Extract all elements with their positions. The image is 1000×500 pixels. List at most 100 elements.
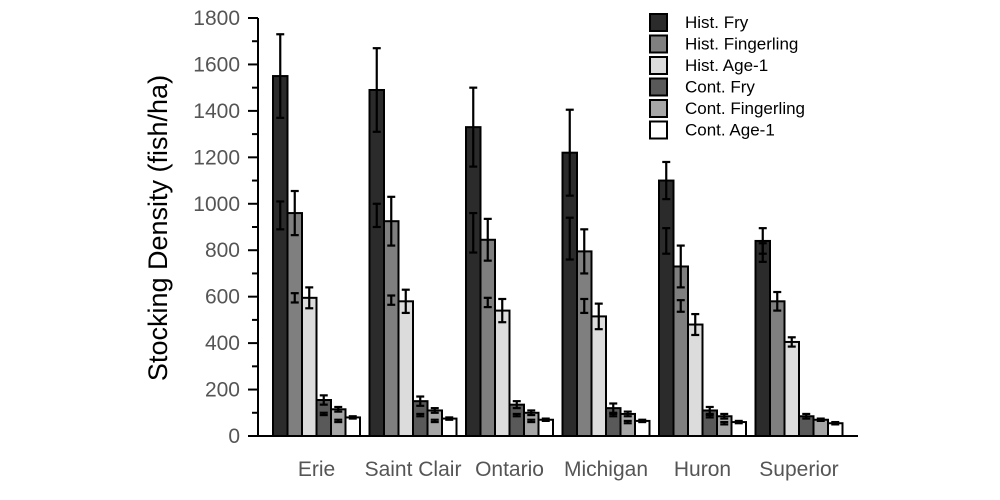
error-bar (401, 288, 410, 315)
error-bar (334, 405, 343, 413)
error-bar (580, 228, 589, 275)
error-bar (676, 244, 685, 289)
error-bar (541, 417, 550, 423)
y-tick-label: 1800 (193, 7, 240, 30)
error-bar (498, 297, 507, 324)
bar (812, 418, 829, 438)
bar (523, 411, 540, 437)
legend-item: Cont. Fingerling (649, 99, 805, 118)
bar (754, 239, 771, 437)
error-bar (527, 409, 536, 417)
x-tick-label: Saint Clair (365, 458, 462, 481)
error-bar (638, 418, 647, 424)
y-tick-label: 1400 (193, 100, 240, 123)
error-bar (290, 189, 299, 237)
y-tick-label: 1200 (193, 146, 240, 169)
y-tick-label: 800 (205, 239, 240, 262)
bar (441, 417, 458, 438)
error-bar (831, 420, 840, 426)
bar (479, 238, 496, 437)
bar-group-michigan (561, 108, 651, 438)
y-axis-title: Stocking Density (fish/ha) (143, 75, 173, 381)
marker-error-bar (662, 227, 671, 255)
marker-error-bar (416, 412, 425, 418)
x-tick-label: Superior (759, 458, 838, 481)
legend-item: Hist. Age-1 (649, 56, 768, 75)
marker-error-bar (372, 202, 381, 229)
y-tick-label: 1600 (193, 53, 240, 76)
bar (672, 265, 689, 437)
error-bar (594, 302, 603, 331)
bar (590, 315, 607, 437)
legend-item: Cont. Age-1 (649, 120, 775, 140)
bar (634, 419, 651, 437)
x-tick-label: Ontario (475, 458, 544, 481)
bar (426, 409, 443, 438)
legend-label: Cont. Fingerling (685, 99, 805, 118)
marker-error-bar (758, 242, 767, 263)
bar (537, 418, 554, 438)
legend-label: Cont. Fry (685, 78, 755, 97)
marker-error-bar (334, 418, 343, 424)
bar (368, 88, 385, 437)
error-bar (387, 195, 396, 247)
error-bar (705, 405, 714, 416)
bar (344, 416, 361, 437)
bar (769, 300, 786, 437)
marker-error-bar (276, 200, 285, 231)
marker-error-bar (290, 292, 299, 304)
y-tick-label: 1000 (193, 193, 240, 216)
error-bar (691, 312, 700, 337)
bar (383, 220, 400, 437)
bar (783, 340, 800, 438)
marker-error-bar (319, 411, 328, 417)
error-bar (662, 160, 671, 201)
bars-layer (272, 33, 844, 438)
bar (658, 179, 675, 437)
bar (465, 126, 482, 438)
bar-group-ontario (465, 86, 554, 438)
error-bar (802, 412, 811, 420)
legend-item: Hist. Fry (649, 13, 749, 32)
error-bar (276, 33, 285, 119)
x-tick-label: Michigan (564, 458, 648, 481)
marker-error-bar (720, 420, 729, 426)
error-bar (305, 286, 314, 310)
bar-group-erie (272, 33, 361, 438)
legend-label: Hist. Fry (685, 13, 749, 32)
error-bar (372, 47, 381, 133)
marker-error-bar (705, 414, 714, 419)
x-tick-label: Erie (298, 458, 335, 481)
marker-error-bar (609, 412, 618, 418)
marker-error-bar (469, 211, 478, 254)
bar (397, 300, 414, 437)
bar (576, 250, 593, 437)
marker-error-bar (527, 418, 536, 424)
marker-error-bar (676, 299, 685, 313)
y-tick-label: 0 (228, 425, 240, 448)
bar (494, 309, 511, 438)
error-bar (416, 395, 425, 407)
marker-error-bar (430, 418, 439, 424)
legend-swatch (649, 120, 668, 140)
y-tick-label: 400 (205, 332, 240, 355)
bar-group-saint-clair (368, 47, 458, 438)
bar (301, 296, 318, 438)
error-bar (512, 400, 521, 410)
error-bar (319, 394, 328, 406)
bar-group-superior (754, 227, 844, 438)
error-bar (348, 415, 357, 420)
marker-error-bar (580, 297, 589, 315)
legend-swatch (649, 34, 668, 54)
axes-layer: 0 200 400 600 800 1000 1200 1400 1600 1800 Erie Sai… (193, 7, 858, 481)
legend: Hist. Fry Hist. Fingerling Hist. Age-1 Cont… (649, 13, 805, 140)
legend-swatch (649, 13, 668, 32)
legend-item: Cont. Fry (649, 77, 755, 97)
marker-error-bar (565, 216, 574, 261)
marker-error-bar (483, 296, 492, 309)
error-bar (430, 407, 439, 414)
error-bar (720, 412, 729, 420)
bar (687, 323, 704, 437)
bar-group-huron (658, 160, 747, 438)
